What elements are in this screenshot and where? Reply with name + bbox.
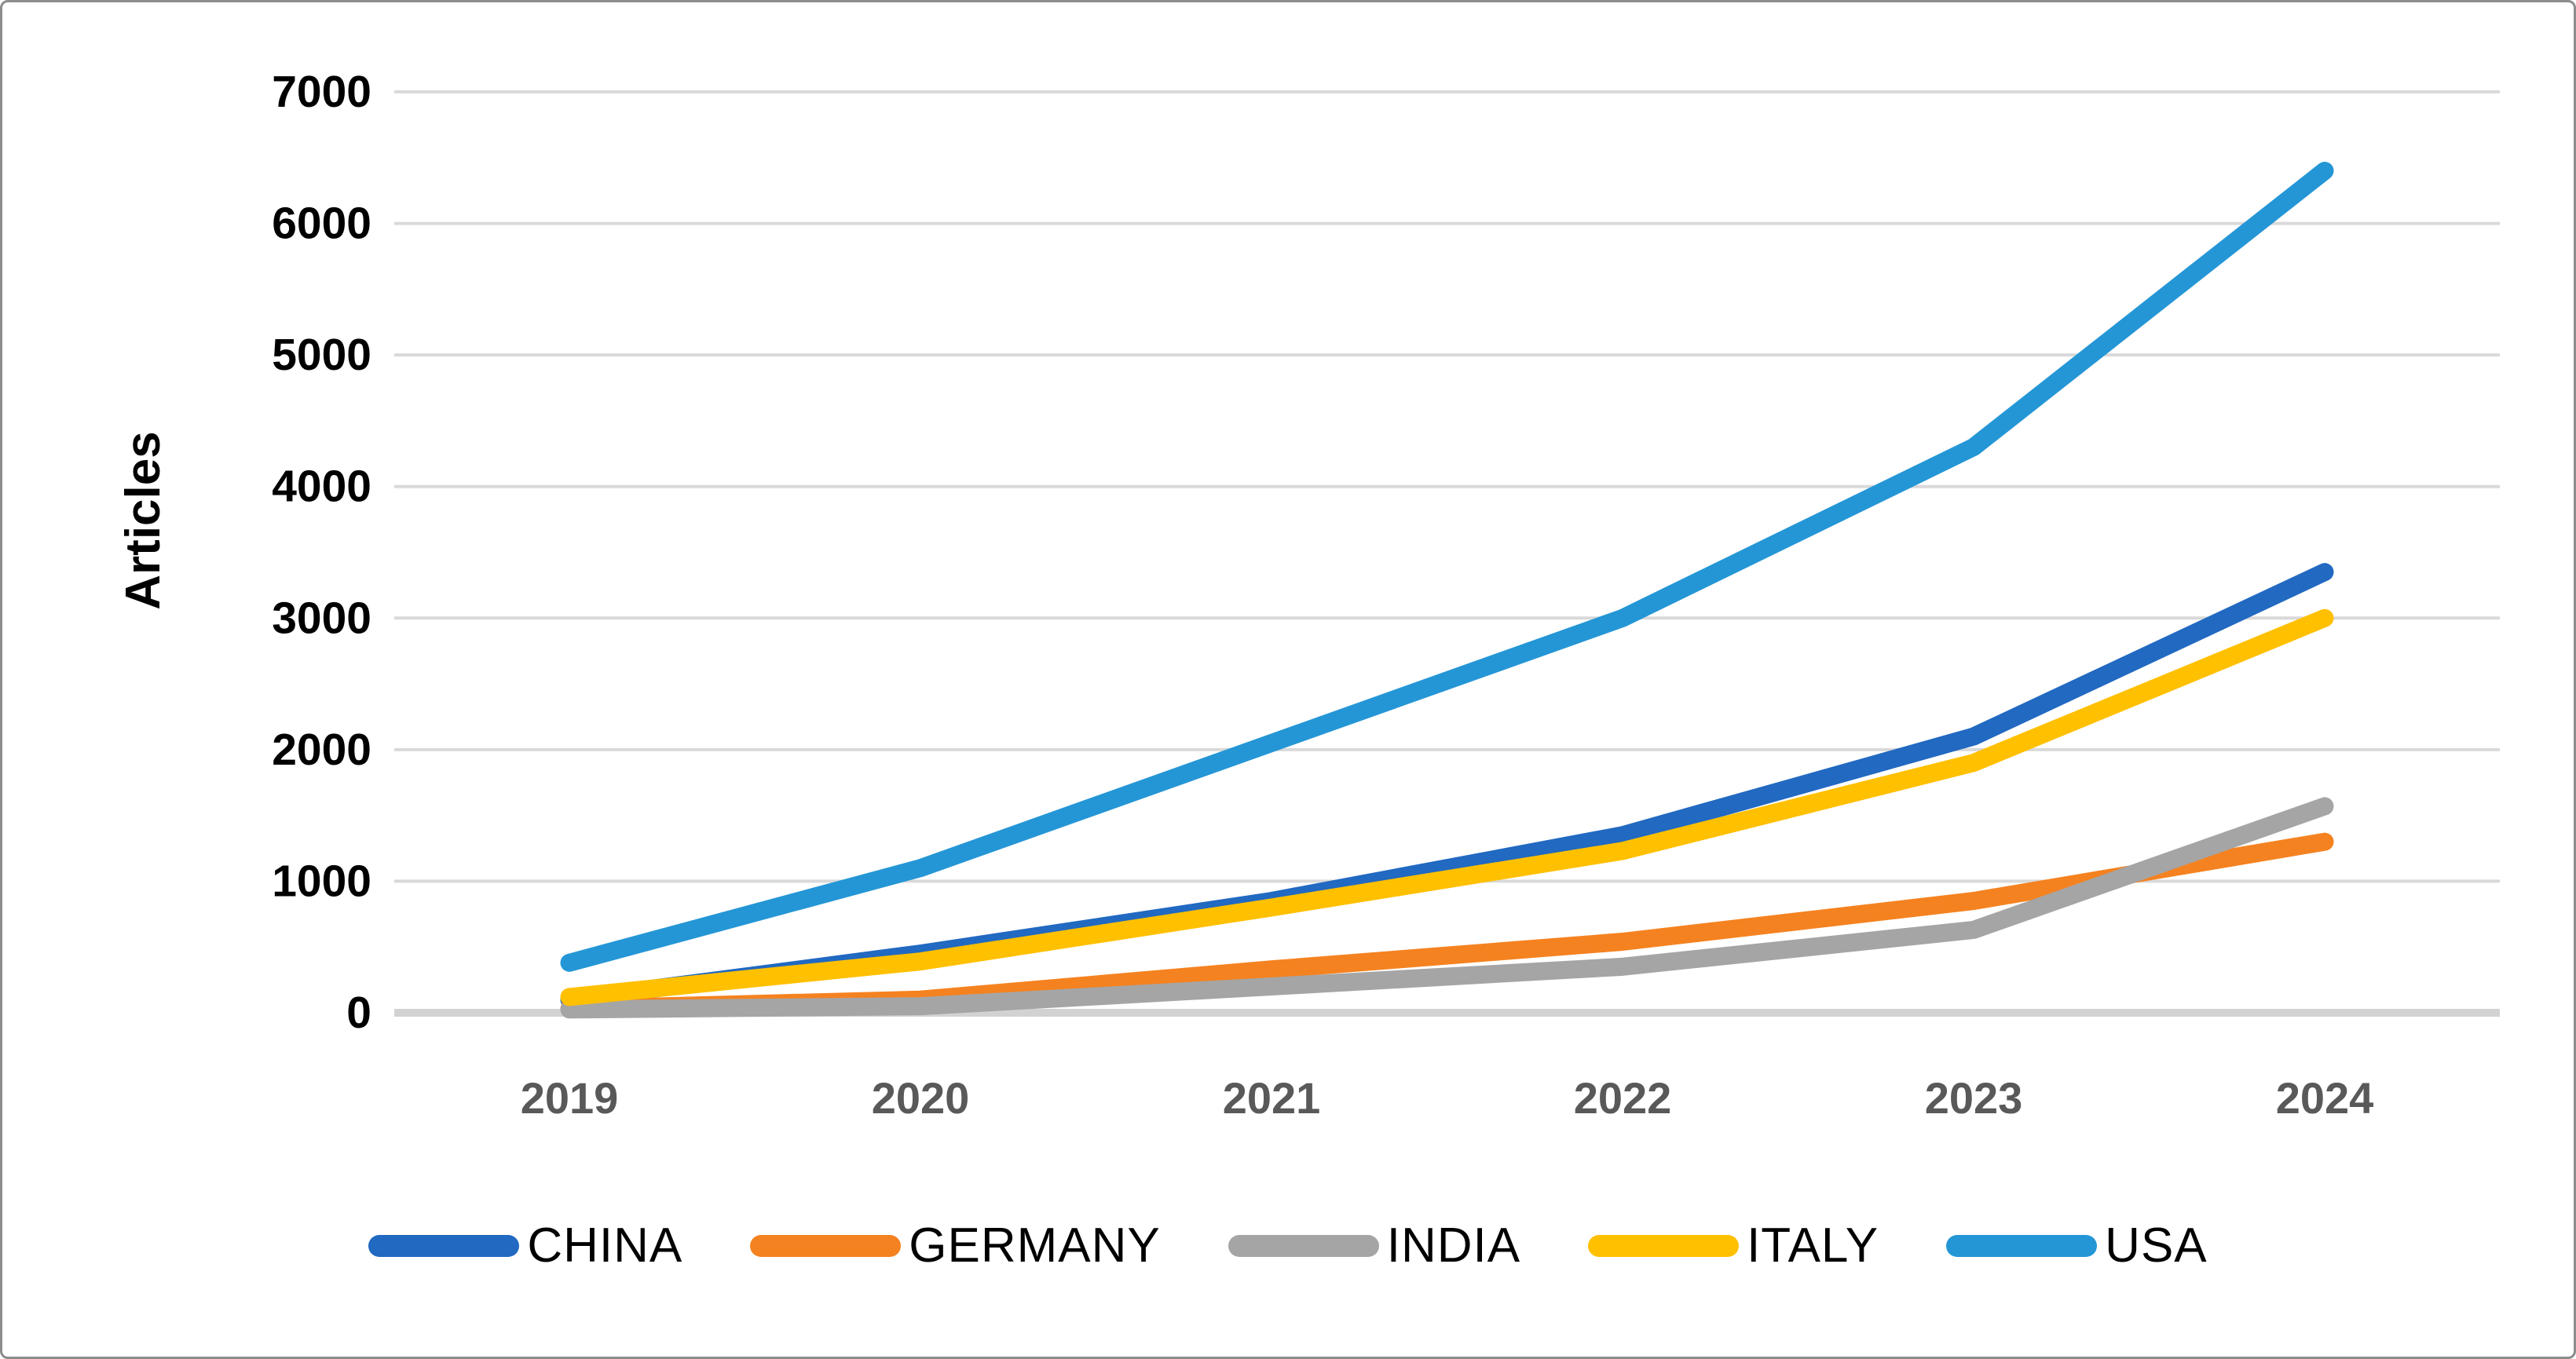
legend-swatch-germany xyxy=(750,1234,902,1257)
x-tick-label: 2022 xyxy=(1574,1073,1672,1123)
legend-label: GERMANY xyxy=(909,1218,1161,1273)
legend-swatch-usa xyxy=(1946,1234,2098,1257)
legend-item-italy: ITALY xyxy=(1588,1218,1879,1273)
y-tick-label: 7000 xyxy=(272,67,371,117)
y-axis-title: Articles xyxy=(116,431,170,609)
y-tick-label: 6000 xyxy=(272,199,371,249)
legend-label: ITALY xyxy=(1747,1218,1879,1273)
x-tick-label: 2020 xyxy=(872,1073,970,1123)
legend-swatch-italy xyxy=(1588,1234,1740,1257)
legend-item-india: INDIA xyxy=(1228,1218,1520,1273)
legend-label: CHINA xyxy=(527,1218,683,1273)
legend-swatch-china xyxy=(368,1234,520,1257)
series-line-china xyxy=(560,563,2334,1009)
x-tick-label: 2021 xyxy=(1223,1073,1321,1123)
y-tick-label: 4000 xyxy=(272,462,371,512)
legend-item-usa: USA xyxy=(1946,1218,2207,1273)
series-lines xyxy=(560,162,2334,1019)
legend-label: INDIA xyxy=(1386,1218,1521,1273)
legend-label: USA xyxy=(2105,1218,2208,1273)
legend-swatch-india xyxy=(1228,1234,1379,1257)
series-line-italy xyxy=(560,608,2334,1006)
legend: CHINA GERMANY INDIA ITALY USA xyxy=(2,1218,2574,1273)
x-tick-label: 2024 xyxy=(2276,1073,2374,1123)
series-line-usa xyxy=(560,162,2334,972)
x-tick-label: 2023 xyxy=(1925,1073,2023,1123)
y-tick-label: 5000 xyxy=(272,330,371,380)
x-axis-tick-labels: 2019 2020 2021 2022 2023 2024 xyxy=(521,1073,2374,1123)
legend-item-china: CHINA xyxy=(368,1218,682,1273)
gridlines xyxy=(394,90,2500,1017)
y-tick-label: 0 xyxy=(346,988,371,1038)
y-tick-label: 1000 xyxy=(272,856,371,906)
x-tick-label: 2019 xyxy=(521,1073,619,1123)
series-line-india xyxy=(560,797,2334,1019)
y-axis-tick-labels: 0 1000 2000 3000 4000 5000 6000 7000 xyxy=(272,67,371,1038)
y-tick-label: 3000 xyxy=(272,593,371,643)
legend-item-germany: GERMANY xyxy=(750,1218,1160,1273)
y-tick-label: 2000 xyxy=(272,725,371,775)
